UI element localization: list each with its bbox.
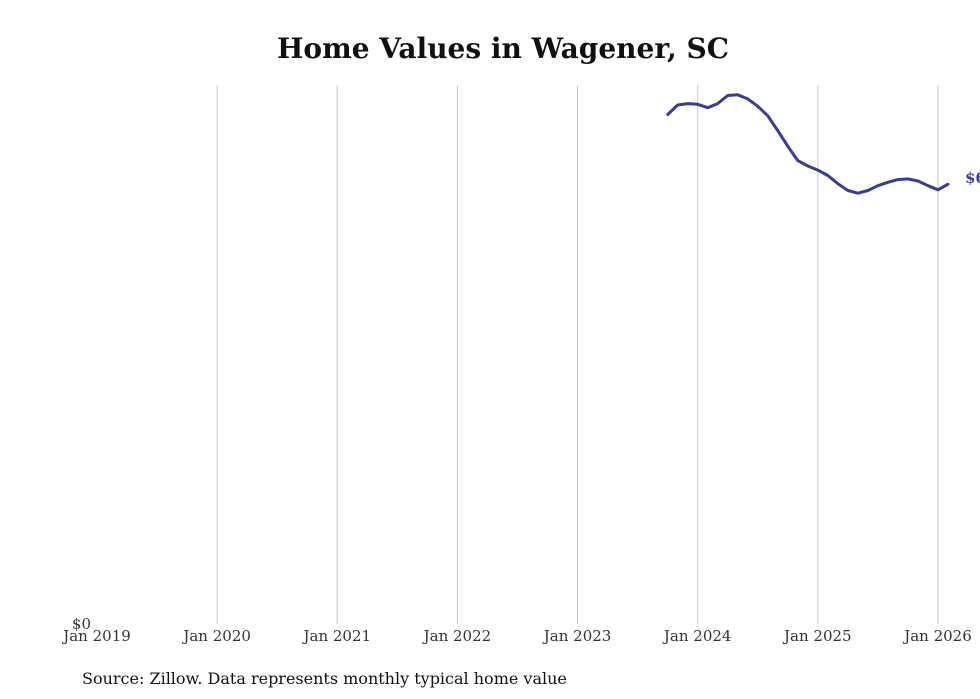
vertical-grid [216, 85, 939, 624]
chart-title: Home Values in Wagener, SC [277, 32, 729, 65]
series-layer [666, 93, 950, 195]
end-value-label: $64,823 [965, 169, 980, 187]
x-tick-label: Jan 2026 [902, 627, 972, 645]
x-tick-label: Jan 2021 [301, 627, 371, 645]
series-line [666, 93, 950, 195]
x-tick-label: Jan 2024 [662, 627, 732, 645]
x-tick-label: Jan 2022 [422, 627, 492, 645]
y-tick-label: $0 [72, 615, 91, 633]
x-tick-label: Jan 2023 [542, 627, 612, 645]
y-axis-ticks: $0 [72, 615, 91, 633]
x-tick-label: Jan 2019 [61, 627, 131, 645]
source-note: Source: Zillow. Data represents monthly … [82, 669, 567, 688]
x-tick-label: Jan 2025 [782, 627, 852, 645]
x-tick-label: Jan 2020 [181, 627, 251, 645]
x-axis-ticks: Jan 2019 Jan 2020 Jan 2021 Jan 2022 Jan 2023… [61, 627, 972, 645]
